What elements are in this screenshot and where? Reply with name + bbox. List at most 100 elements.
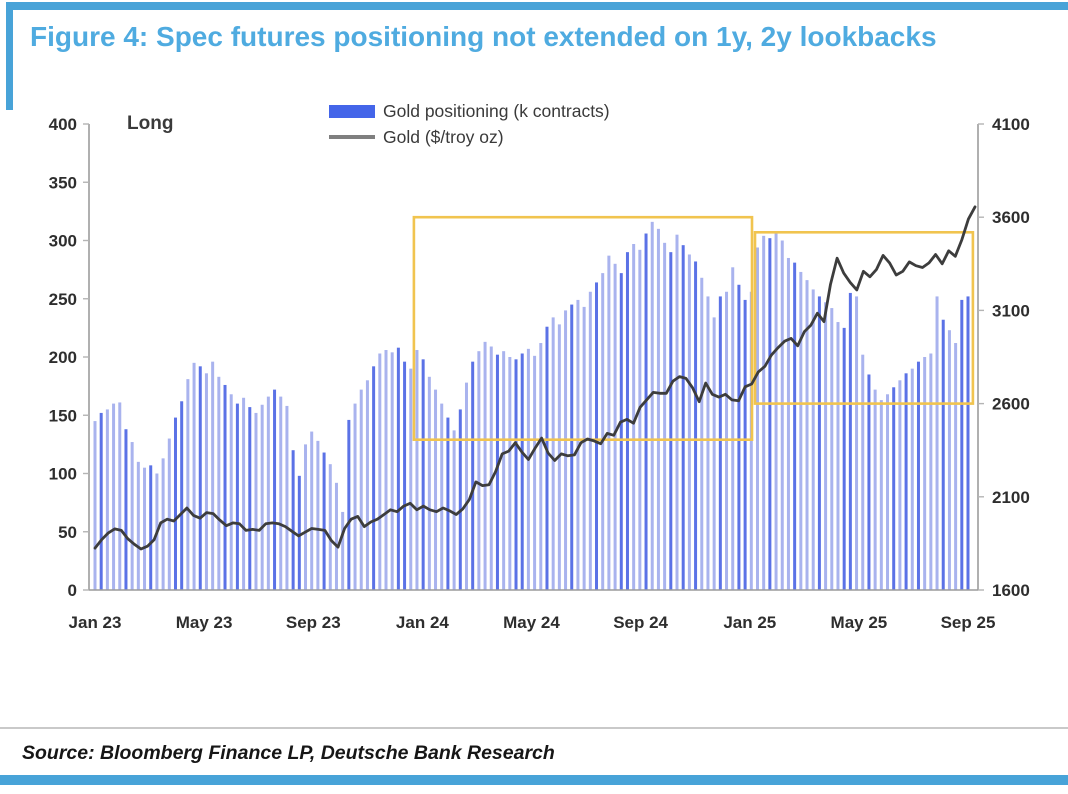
positioning-bar (935, 296, 939, 590)
positioning-bar (297, 475, 301, 590)
positioning-bar (260, 404, 264, 590)
lookback-highlight-box (753, 231, 975, 405)
positioning-bar (960, 299, 964, 590)
positioning-bar (886, 394, 890, 590)
positioning-bar (743, 299, 747, 590)
positioning-bar (848, 292, 852, 590)
left-tick-label: 300 (49, 232, 77, 251)
positioning-bar (421, 359, 425, 590)
positioning-bar (118, 402, 122, 590)
positioning-bar (322, 452, 326, 590)
positioning-bar (632, 244, 636, 590)
positioning-bar (173, 417, 177, 590)
positioning-bar (458, 409, 462, 590)
positioning-bar (824, 302, 828, 590)
x-tick-label: May 25 (831, 613, 888, 632)
positioning-bar (180, 401, 184, 590)
x-tick-label: May 23 (176, 613, 233, 632)
positioning-bar (471, 361, 475, 590)
positioning-bar (347, 419, 351, 590)
positioning-bar (551, 317, 555, 590)
positioning-bar (947, 330, 951, 590)
positioning-bar (384, 350, 388, 590)
positioning-bar (663, 242, 667, 590)
positioning-bar (768, 238, 772, 591)
positioning-bar (365, 380, 369, 590)
positioning-bar (656, 228, 660, 590)
positioning-bar (124, 429, 128, 590)
positioning-bar (489, 346, 493, 590)
positioning-bar (359, 389, 363, 590)
long-axis-annotation: Long (127, 113, 174, 134)
positioning-bar (545, 326, 549, 590)
positioning-bar (613, 263, 617, 590)
positioning-bar (248, 407, 252, 590)
positioning-bar (855, 296, 859, 590)
left-tick-label: 350 (49, 173, 77, 192)
x-tick-label: Sep 25 (941, 613, 996, 632)
positioning-bar (130, 442, 134, 590)
positioning-bar (836, 322, 840, 590)
x-tick-label: Jan 25 (723, 613, 776, 632)
positioning-bar (830, 308, 834, 590)
positioning-bar (867, 374, 871, 590)
positioning-bar (941, 319, 945, 590)
positioning-bar (712, 317, 716, 590)
positioning-bar (669, 252, 673, 590)
positioning-bar (372, 366, 376, 590)
positioning-bar (842, 327, 846, 591)
right-tick-label: 3600 (992, 208, 1030, 227)
positioning-bar (570, 304, 574, 590)
left-tick-label: 200 (49, 348, 77, 367)
positioning-bar (341, 511, 345, 590)
positioning-bar (755, 247, 759, 591)
positioning-bar (595, 282, 599, 590)
positioning-bar (291, 450, 295, 590)
positioning-bar (204, 373, 208, 590)
positioning-bar (452, 430, 456, 590)
positioning-bar (533, 355, 537, 590)
positioning-bar (279, 396, 283, 590)
positioning-bar (192, 362, 196, 590)
positioning-bar (694, 261, 698, 590)
positioning-bar (718, 296, 722, 590)
positioning-bar (607, 255, 611, 590)
positioning-bar (105, 409, 109, 590)
positioning-bar (799, 271, 803, 590)
positioning-bar (217, 376, 221, 590)
positioning-bar (93, 421, 97, 590)
positioning-bar (378, 353, 382, 590)
positioning-bar (811, 289, 815, 590)
positioning-bar (242, 397, 246, 590)
positioning-bar (879, 400, 883, 590)
positioning-bar (502, 351, 506, 590)
left-tick-label: 50 (58, 523, 77, 542)
positioning-bar (266, 396, 270, 590)
positioning-bar (793, 262, 797, 590)
lookback-highlight-box (412, 215, 754, 441)
legend-item-positioning: Gold positioning (k contracts) (329, 98, 610, 124)
bottom-accent-bar (0, 775, 1068, 785)
positioning-bar (817, 296, 821, 590)
positioning-bar (99, 412, 103, 590)
positioning-bar (601, 273, 605, 590)
positioning-bar (805, 280, 809, 590)
right-tick-label: 2100 (992, 488, 1030, 507)
legend-label-gold-price: Gold ($/troy oz) (383, 126, 504, 147)
positioning-bar (966, 296, 970, 590)
positioning-bar (892, 387, 896, 590)
positioning-bar (650, 221, 654, 591)
positioning-bar (186, 379, 190, 590)
legend-item-gold-price: Gold ($/troy oz) (329, 124, 610, 150)
positioning-bar (409, 368, 413, 590)
positioning-bar (898, 380, 902, 590)
positioning-bar (582, 306, 586, 590)
positioning-bar (390, 352, 394, 590)
positioning-bar (235, 403, 239, 590)
top-accent-bar (6, 2, 1068, 10)
right-tick-label: 4100 (992, 115, 1030, 134)
positioning-bar (316, 440, 320, 590)
bar-swatch-icon (329, 104, 375, 118)
positioning-bar (415, 350, 419, 590)
